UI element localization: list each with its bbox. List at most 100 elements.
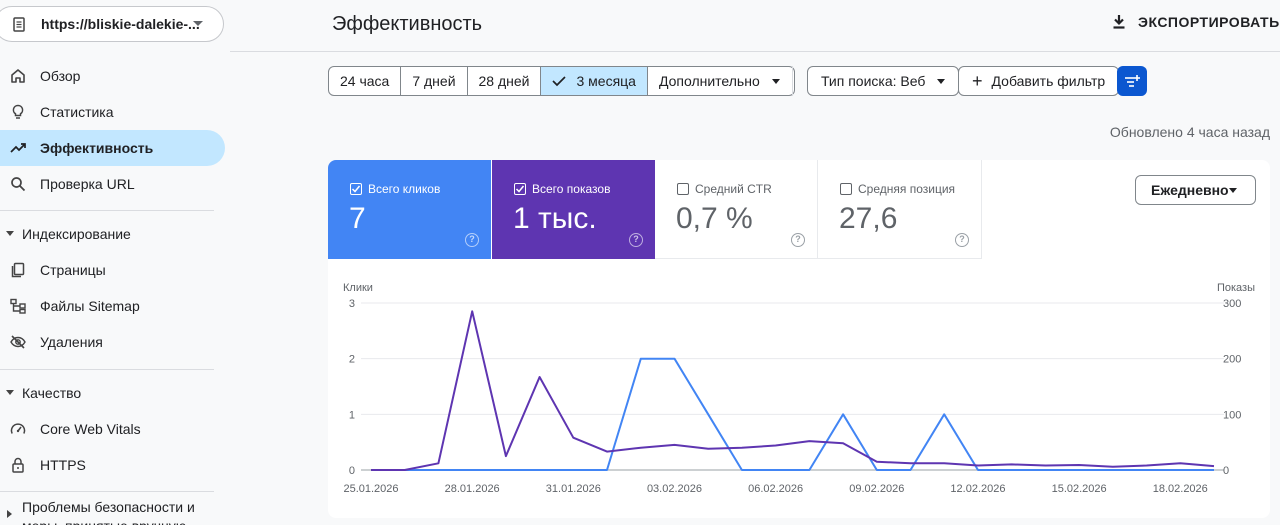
x-tick-label: 18.02.2026 (1153, 483, 1208, 495)
date-range-selector: 24 часа 7 дней 28 дней 3 месяца Дополнит… (328, 66, 795, 96)
sidebar-section-security[interactable]: Проблемы безопасности и меры, принятые в… (0, 492, 225, 525)
help-icon[interactable]: ? (629, 233, 643, 247)
filter-list-icon (1125, 75, 1140, 87)
plus-icon: + (972, 71, 983, 91)
sidebar-item-label: Core Web Vitals (40, 421, 141, 437)
range-more-dropdown[interactable]: Дополнительно (648, 67, 794, 95)
x-tick-label: 31.01.2026 (546, 483, 601, 495)
performance-chart: Клики Показы 0 1 2 3 0 100 200 300 25.01.2026 28.01… (343, 282, 1255, 495)
sidebar-item-label: Обзор (40, 68, 81, 84)
search-type-dropdown[interactable]: Тип поиска: Веб (807, 66, 960, 96)
x-tick-label: 15.02.2026 (1052, 483, 1107, 495)
metric-label: Всего кликов (368, 182, 441, 196)
metric-average-position[interactable]: Средняя позиция 27,6 ? (818, 160, 982, 259)
range-label: 28 дней (478, 73, 530, 89)
metric-value: 1 тыс. (513, 202, 597, 235)
document-icon (13, 17, 25, 32)
page-header: Эффективность ЭКСПОРТИРОВАТЬ (230, 0, 1280, 52)
impressions-series-line (371, 310, 1215, 471)
checkbox-unchecked-icon[interactable] (840, 183, 852, 195)
search-icon (11, 177, 26, 192)
speed-icon (10, 423, 26, 434)
filter-settings-button[interactable] (1117, 66, 1147, 96)
section-title: Проблемы безопасности и меры, принятые в… (22, 499, 195, 525)
chevron-down-icon (937, 78, 946, 84)
range-label: 3 месяца (576, 73, 636, 89)
download-icon (1113, 15, 1125, 29)
range-7d[interactable]: 7 дней (401, 67, 468, 95)
checkbox-unchecked-icon[interactable] (677, 183, 689, 195)
metric-label: Средняя позиция (858, 182, 956, 196)
range-label: 24 часа (340, 73, 390, 89)
sidebar-item-core-web-vitals[interactable]: Core Web Vitals (0, 411, 225, 447)
checkbox-checked-icon[interactable] (350, 183, 362, 195)
sidebar-item-label: HTTPS (40, 457, 86, 473)
y-left-tick-label: 2 (349, 354, 355, 366)
metric-average-ctr[interactable]: Средний CTR 0,7 % ? (655, 160, 818, 259)
export-label: ЭКСПОРТИРОВАТЬ (1138, 14, 1280, 30)
x-tick-label: 09.02.2026 (849, 483, 904, 495)
add-filter-button[interactable]: + Добавить фильтр (958, 66, 1120, 96)
granularity-dropdown[interactable]: Ежедневно (1135, 175, 1256, 205)
sidebar-item-label: Эффективность (40, 140, 154, 156)
lightbulb-icon (12, 104, 24, 119)
property-selector[interactable]: https://bliskie-dalekie-... (0, 6, 224, 42)
sidebar-item-overview[interactable]: Обзор (0, 58, 225, 94)
metric-label: Средний CTR (695, 182, 772, 196)
sidebar-item-https[interactable]: HTTPS (0, 447, 225, 483)
sidebar-item-sitemaps[interactable]: Файлы Sitemap (0, 288, 225, 324)
sidebar-item-removals[interactable]: Удаления (0, 324, 225, 360)
range-24h[interactable]: 24 часа (329, 67, 402, 95)
sidebar-item-label: Удаления (40, 334, 103, 350)
sidebar-section-quality[interactable]: Качество (0, 378, 225, 408)
range-3m[interactable]: 3 месяца (541, 67, 648, 95)
checkmark-icon (552, 76, 567, 87)
y-right-tick-label: 0 (1223, 465, 1229, 477)
trending-up-icon (10, 143, 26, 153)
sidebar-divider (0, 210, 214, 211)
granularity-label: Ежедневно (1151, 182, 1229, 198)
sidebar-item-label: Статистика (40, 104, 114, 120)
search-type-label: Тип поиска: Веб (821, 73, 926, 89)
chevron-down-icon (1229, 188, 1237, 193)
add-filter-label: Добавить фильтр (991, 73, 1106, 89)
metric-total-clicks[interactable]: Всего кликов 7 ? (328, 160, 491, 259)
range-label: 7 дней (412, 73, 456, 89)
chevron-down-icon (193, 21, 203, 26)
home-icon (11, 69, 25, 83)
range-28d[interactable]: 28 дней (468, 67, 542, 95)
page-title: Эффективность (332, 13, 483, 35)
pages-icon (11, 262, 25, 278)
sidebar-item-url-inspection[interactable]: Проверка URL (0, 166, 225, 202)
sidebar-section-indexing[interactable]: Индексирование (0, 219, 225, 249)
y-left-axis-title: Клики (343, 282, 373, 294)
y-right-tick-label: 300 (1223, 298, 1241, 310)
caret-right-icon (7, 510, 12, 518)
range-label: Дополнительно (658, 73, 760, 89)
sidebar-item-label: Файлы Sitemap (40, 298, 140, 314)
section-title: Качество (22, 385, 82, 401)
x-tick-label: 25.01.2026 (343, 483, 398, 495)
performance-card: Всего кликов 7 ? Всего показов 1 тыс. ? … (328, 160, 1270, 518)
checkbox-checked-icon[interactable] (514, 183, 526, 195)
sitemap-icon (10, 298, 26, 314)
help-icon[interactable]: ? (465, 233, 479, 247)
x-tick-label: 12.02.2026 (950, 483, 1005, 495)
sidebar-divider (0, 491, 214, 492)
eye-off-icon (10, 335, 26, 349)
sidebar-item-pages[interactable]: Страницы (0, 252, 225, 288)
y-right-tick-label: 200 (1223, 354, 1241, 366)
metric-total-impressions[interactable]: Всего показов 1 тыс. ? (492, 160, 655, 259)
sidebar-item-performance[interactable]: Эффективность (0, 130, 225, 166)
y-right-tick-label: 100 (1223, 409, 1241, 421)
last-updated-text: Обновлено 4 часа назад (1109, 124, 1270, 140)
sidebar-item-statistics[interactable]: Статистика (0, 94, 225, 130)
export-button[interactable]: ЭКСПОРТИРОВАТЬ (1110, 8, 1280, 36)
x-tick-label: 28.01.2026 (445, 483, 500, 495)
help-icon[interactable]: ? (955, 233, 969, 247)
y-left-tick-label: 3 (349, 298, 355, 310)
help-icon[interactable]: ? (791, 233, 805, 247)
metric-value: 27,6 (839, 202, 898, 235)
sidebar-item-label: Проверка URL (40, 176, 135, 192)
